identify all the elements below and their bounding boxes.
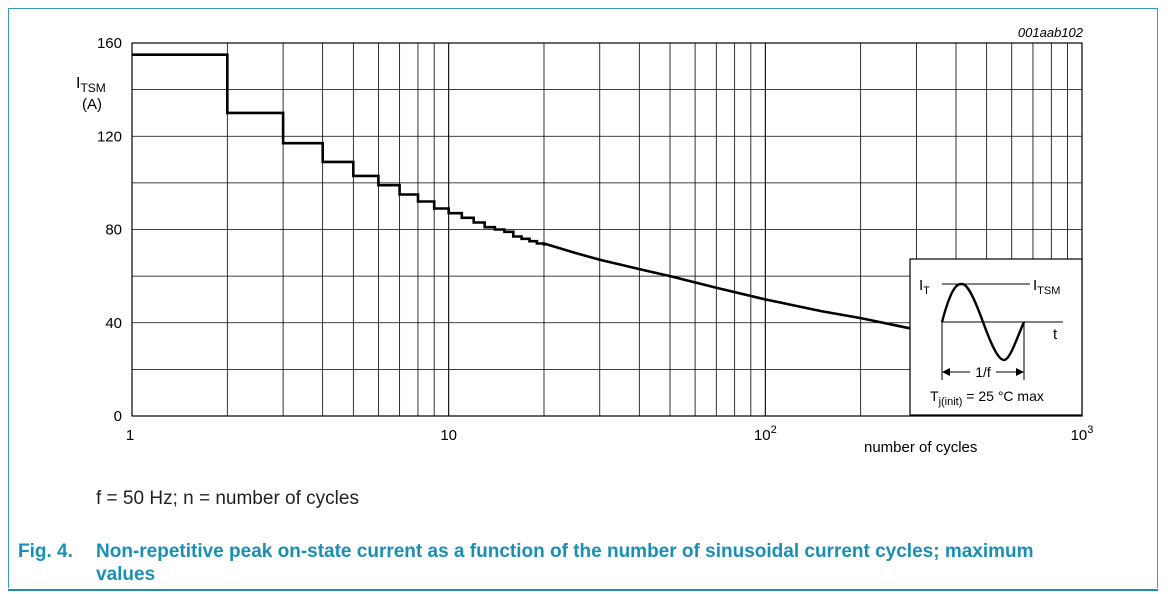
y-tick-label: 0 (114, 408, 122, 425)
inset-waveform: 1/f IT ITSM t Tj(init) = 25 °C max (909, 258, 1083, 416)
y-tick-labels: 0 40 80 120 160 (97, 35, 122, 425)
y-tick-label: 80 (105, 222, 122, 239)
caption-line-2: values (96, 564, 156, 585)
figure-frame (8, 8, 1158, 588)
y-tick-label: 120 (97, 128, 122, 145)
y-axis-label: ITSM (76, 75, 106, 95)
y-tick-label: 160 (97, 35, 122, 52)
x-tick-label: 1 (126, 427, 134, 444)
inset-box (909, 258, 1083, 416)
footnote: f = 50 Hz; n = number of cycles (96, 488, 359, 509)
inset-tj-label: Tj(init) = 25 °C max (930, 388, 1044, 408)
data-line (132, 53, 917, 331)
inset-arrowhead-left (942, 368, 950, 376)
inset-sine-wave (940, 282, 1026, 362)
caption-line-1: Non-repetitive peak on-state current as … (96, 541, 1034, 562)
inset-arrowhead-right (1016, 368, 1024, 376)
inset-period-label: 1/f (975, 364, 991, 380)
x-tick-label: 10 (440, 427, 457, 444)
figure-caption: Fig. 4. Non-repetitive peak on-state curr… (18, 540, 1148, 586)
inset-t-label: t (1053, 326, 1058, 343)
y-axis-unit: (A) (82, 96, 102, 113)
y-tick-label: 40 (105, 315, 122, 332)
inset-itsm-label: ITSM (1033, 277, 1060, 297)
inset-it-label: IT (919, 277, 930, 297)
figure-id: 001aab102 (1018, 25, 1084, 40)
caption-label: Fig. 4. (18, 541, 73, 562)
x-axis-label: number of cycles (864, 439, 977, 456)
bottom-rule (8, 589, 1158, 591)
x-tick-label: 103 (1071, 424, 1094, 444)
x-tick-labels: 1 10 102 103 (126, 424, 1094, 444)
x-tick-label: 102 (754, 424, 777, 444)
